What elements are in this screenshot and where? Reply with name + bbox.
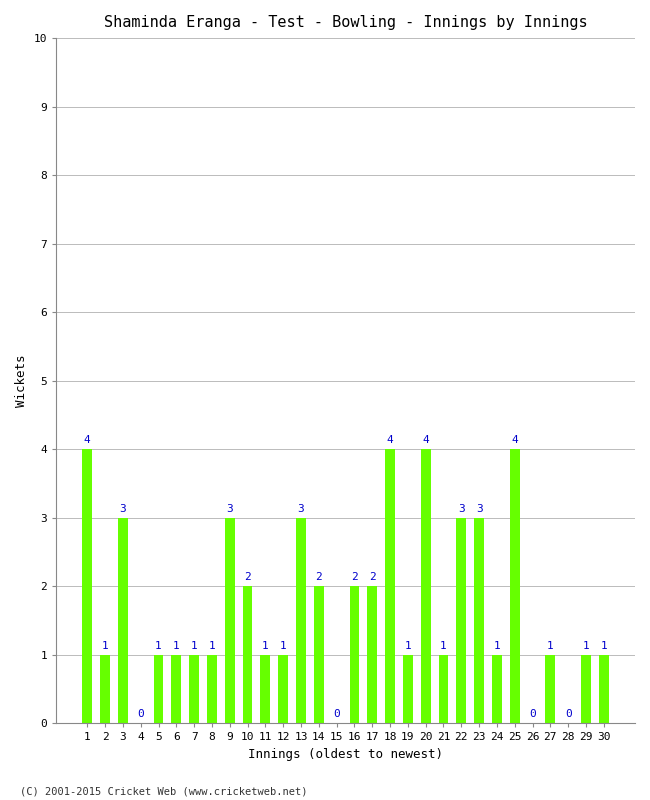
Text: 1: 1 [262, 641, 268, 650]
Text: 1: 1 [582, 641, 590, 650]
Text: 1: 1 [280, 641, 287, 650]
Text: 3: 3 [298, 504, 304, 514]
Text: 0: 0 [565, 710, 571, 719]
Bar [296, 518, 306, 723]
Text: 0: 0 [529, 710, 536, 719]
Text: 3: 3 [476, 504, 482, 514]
Text: 1: 1 [440, 641, 447, 650]
Text: 1: 1 [102, 641, 109, 650]
Text: 2: 2 [315, 572, 322, 582]
Text: 3: 3 [120, 504, 126, 514]
Bar [474, 518, 484, 723]
Text: 2: 2 [351, 572, 358, 582]
Text: 4: 4 [84, 435, 90, 445]
Text: 4: 4 [422, 435, 429, 445]
Bar [545, 655, 555, 723]
Bar [83, 450, 92, 723]
Bar [385, 450, 395, 723]
Bar [439, 655, 448, 723]
Bar [599, 655, 608, 723]
Bar [100, 655, 110, 723]
Bar [118, 518, 128, 723]
Text: 0: 0 [137, 710, 144, 719]
Text: 1: 1 [155, 641, 162, 650]
Text: 1: 1 [404, 641, 411, 650]
Bar [242, 586, 252, 723]
Text: 4: 4 [387, 435, 393, 445]
Text: (C) 2001-2015 Cricket Web (www.cricketweb.net): (C) 2001-2015 Cricket Web (www.cricketwe… [20, 786, 307, 796]
Title: Shaminda Eranga - Test - Bowling - Innings by Innings: Shaminda Eranga - Test - Bowling - Innin… [104, 15, 588, 30]
Bar [207, 655, 217, 723]
Bar [278, 655, 288, 723]
Text: 1: 1 [493, 641, 501, 650]
Y-axis label: Wickets: Wickets [15, 354, 28, 407]
Bar [403, 655, 413, 723]
Bar [261, 655, 270, 723]
Bar [225, 518, 235, 723]
Text: 1: 1 [191, 641, 198, 650]
Text: 3: 3 [226, 504, 233, 514]
Bar [492, 655, 502, 723]
Bar [510, 450, 519, 723]
Text: 4: 4 [512, 435, 518, 445]
Bar [314, 586, 324, 723]
Text: 2: 2 [244, 572, 251, 582]
Text: 3: 3 [458, 504, 465, 514]
Bar [367, 586, 377, 723]
Bar [456, 518, 466, 723]
Bar [421, 450, 430, 723]
Bar [172, 655, 181, 723]
Bar [350, 586, 359, 723]
X-axis label: Innings (oldest to newest): Innings (oldest to newest) [248, 748, 443, 761]
Text: 1: 1 [547, 641, 554, 650]
Text: 1: 1 [173, 641, 179, 650]
Text: 1: 1 [601, 641, 607, 650]
Text: 1: 1 [209, 641, 215, 650]
Bar [581, 655, 591, 723]
Bar [153, 655, 163, 723]
Text: 2: 2 [369, 572, 376, 582]
Text: 0: 0 [333, 710, 340, 719]
Bar [189, 655, 199, 723]
